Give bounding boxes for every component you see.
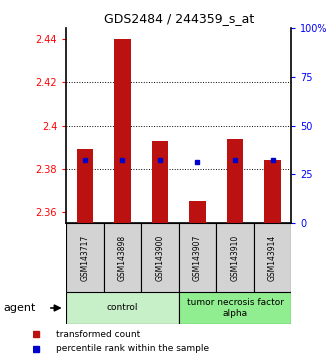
Bar	[66, 223, 104, 292]
Bar	[254, 223, 291, 292]
Text: GSM143717: GSM143717	[80, 234, 89, 281]
Text: GSM143914: GSM143914	[268, 234, 277, 281]
Bar	[66, 292, 179, 324]
Text: control: control	[107, 303, 138, 313]
Bar	[264, 160, 281, 223]
Bar	[226, 139, 243, 223]
Text: GSM143910: GSM143910	[230, 234, 240, 281]
Text: tumor necrosis factor
alpha: tumor necrosis factor alpha	[186, 298, 284, 318]
Bar	[216, 223, 254, 292]
Bar	[104, 223, 141, 292]
Text: GSM143900: GSM143900	[156, 234, 165, 281]
Bar	[189, 201, 206, 223]
Text: percentile rank within the sample: percentile rank within the sample	[56, 344, 210, 353]
Text: transformed count: transformed count	[56, 330, 141, 338]
Text: agent: agent	[3, 303, 36, 313]
Text: GSM143898: GSM143898	[118, 234, 127, 281]
Bar	[114, 39, 131, 223]
Bar	[141, 223, 179, 292]
Bar	[152, 141, 168, 223]
Bar	[76, 149, 93, 223]
Bar	[179, 223, 216, 292]
Text: GDS2484 / 244359_s_at: GDS2484 / 244359_s_at	[104, 12, 254, 25]
Text: GSM143907: GSM143907	[193, 234, 202, 281]
Bar	[179, 292, 291, 324]
